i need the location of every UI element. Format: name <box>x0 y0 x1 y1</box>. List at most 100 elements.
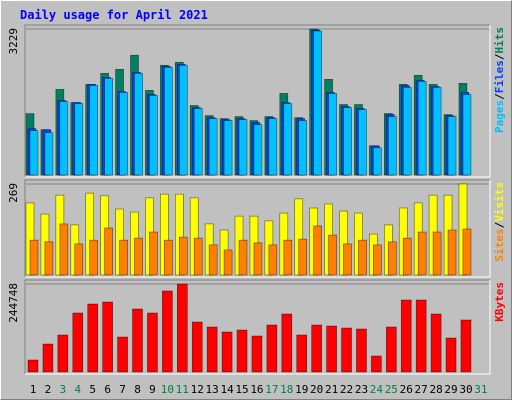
bar <box>417 231 427 276</box>
bar <box>251 335 263 373</box>
legend-separator: / <box>493 221 506 228</box>
bar <box>326 325 337 373</box>
bar <box>164 66 173 176</box>
bar <box>208 244 218 276</box>
y-max-label: 244748 <box>7 283 20 323</box>
bar <box>266 324 278 373</box>
x-tick-label: 20 <box>310 383 323 396</box>
x-tick-label: 25 <box>385 383 398 396</box>
x-tick-label: 3 <box>60 383 67 396</box>
bar <box>447 116 457 176</box>
bar <box>268 244 278 276</box>
bar <box>298 238 308 276</box>
bar <box>238 239 248 276</box>
bar <box>343 107 352 176</box>
bar <box>119 239 128 276</box>
bar <box>445 337 457 373</box>
x-tick-label: 1 <box>30 383 37 396</box>
bar <box>313 225 322 276</box>
bar <box>206 326 218 373</box>
bar <box>177 283 188 373</box>
bar <box>296 334 308 373</box>
bar <box>462 94 472 176</box>
bar <box>42 343 54 373</box>
x-tick-label: 16 <box>250 383 263 396</box>
legend: Pages/Files/Hits <box>493 27 506 133</box>
legend-entry: Sites <box>493 228 506 261</box>
bar <box>193 237 203 276</box>
legend-entry: Hits <box>493 27 506 54</box>
x-tick-label: 11 <box>176 383 189 396</box>
bar <box>388 241 397 276</box>
bar <box>223 249 233 276</box>
x-tick-label: 23 <box>355 383 368 396</box>
x-tick-label: 28 <box>429 383 442 396</box>
x-tick-label: 31 <box>474 383 487 396</box>
panel-border-dark <box>24 279 490 374</box>
bar <box>313 30 322 176</box>
bar <box>358 239 367 276</box>
bar <box>417 81 427 176</box>
bar <box>74 103 84 176</box>
bar <box>87 303 99 373</box>
bar <box>193 108 203 176</box>
bar <box>149 95 158 176</box>
x-tick-label: 6 <box>104 383 111 396</box>
x-tick-label: 30 <box>459 383 472 396</box>
bar <box>44 241 54 276</box>
x-tick-label: 15 <box>235 383 248 396</box>
bar <box>460 319 472 373</box>
bar <box>343 243 352 276</box>
x-tick-label: 2 <box>45 383 52 396</box>
bar <box>430 313 442 373</box>
bar <box>104 78 113 176</box>
bar <box>89 239 99 276</box>
x-tick-label: 4 <box>74 383 81 396</box>
bar <box>311 324 322 373</box>
bar <box>373 244 382 276</box>
bar <box>432 87 442 176</box>
bar <box>371 355 382 373</box>
x-tick-label: 26 <box>400 383 413 396</box>
bar <box>179 236 188 276</box>
bar <box>281 313 293 373</box>
y-max-label: 269 <box>7 183 20 203</box>
legend-entry: Visits <box>493 182 506 222</box>
x-tick-label: 9 <box>149 383 156 396</box>
legend-entry: Files <box>493 60 506 93</box>
bar <box>147 312 158 373</box>
y-max-label: 3229 <box>7 28 20 55</box>
bar <box>57 334 69 373</box>
legend-separator: / <box>493 93 506 100</box>
legend-entry: Pages <box>493 100 506 133</box>
bar <box>221 331 233 373</box>
bar <box>415 299 427 373</box>
bar <box>328 93 337 176</box>
bar <box>402 87 412 176</box>
bar <box>447 229 457 276</box>
x-tick-label: 12 <box>191 383 204 396</box>
x-tick-label: 29 <box>444 383 457 396</box>
bar <box>223 120 233 176</box>
x-tick-label: 19 <box>295 383 308 396</box>
x-tick-label: 21 <box>325 383 338 396</box>
bar <box>191 321 203 373</box>
panel-border-dark <box>24 24 490 177</box>
bar <box>162 290 173 373</box>
bar <box>119 92 128 176</box>
bar <box>238 119 248 176</box>
bar <box>29 130 39 176</box>
bar <box>328 234 337 276</box>
bar <box>373 147 382 176</box>
bar <box>179 64 188 176</box>
legend-entry: KBytes <box>493 282 506 322</box>
bar <box>134 237 143 276</box>
bar <box>298 120 308 176</box>
legend: KBytes <box>493 282 506 322</box>
bar <box>149 231 158 276</box>
bar <box>74 243 84 276</box>
bar <box>104 227 113 276</box>
